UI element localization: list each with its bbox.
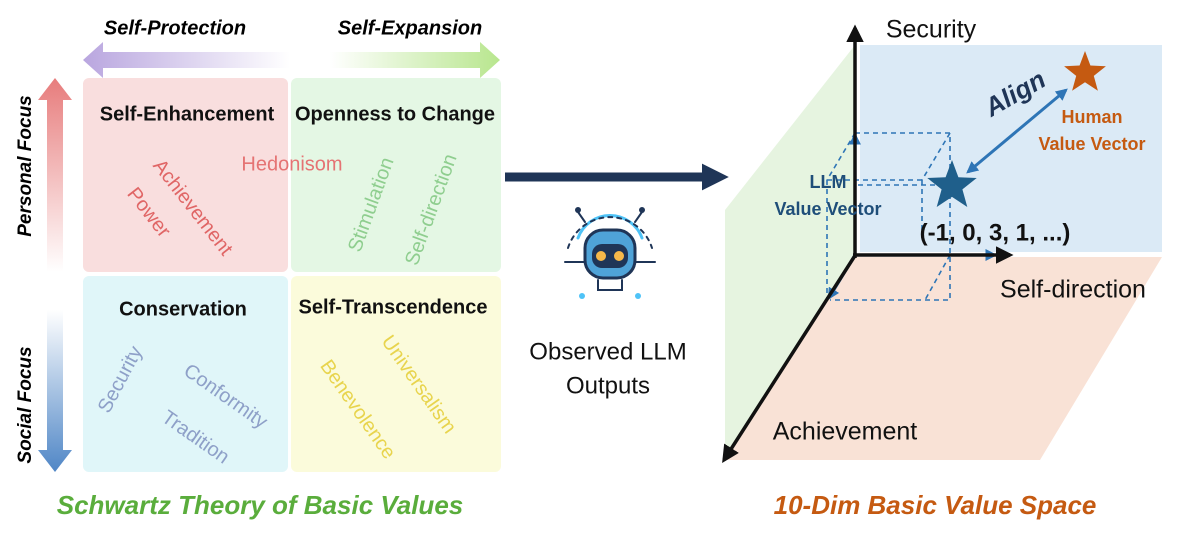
vector-label: Value Vector <box>774 199 881 219</box>
vector-label: Human <box>1061 107 1122 127</box>
value-label: Hedonisom <box>241 153 342 175</box>
axis-label: Achievement <box>773 418 918 446</box>
middle-label: Outputs <box>566 372 650 399</box>
arrow-label: Self-Expansion <box>338 17 482 39</box>
quadrant <box>291 276 501 472</box>
arrow <box>330 42 500 78</box>
plane <box>725 45 855 460</box>
arrow <box>38 78 72 272</box>
caption: Schwartz Theory of Basic Values <box>57 490 464 520</box>
axis-label: Self-direction <box>1000 276 1146 304</box>
quadrant <box>291 78 501 272</box>
arrow <box>38 310 72 472</box>
arrow-label: Personal Focus <box>15 95 36 237</box>
vector-star <box>1064 51 1106 91</box>
robot-icon <box>564 207 656 299</box>
vector-label: Value Vector <box>1038 134 1145 154</box>
align-arrow <box>966 88 1068 174</box>
plane <box>725 257 1162 460</box>
caption: 10-Dim Basic Value Space <box>774 490 1097 520</box>
vector-label: LLM <box>810 172 847 192</box>
axis <box>722 253 858 463</box>
quadrant <box>83 78 288 272</box>
vector-star <box>927 160 977 207</box>
middle-label: Observed LLM <box>529 338 686 365</box>
quadrant-title: Conservation <box>119 298 247 320</box>
quadrant-title: Self-Enhancement <box>100 103 275 125</box>
arrow <box>83 42 290 78</box>
arrow-label: Self-Protection <box>104 17 246 39</box>
quadrant-title: Openness to Change <box>295 103 495 125</box>
axis-label: Security <box>886 16 977 44</box>
arrow-label: Social Focus <box>15 346 36 463</box>
coordinates: (-1, 0, 3, 1, ...) <box>920 219 1071 246</box>
quadrant <box>83 276 288 472</box>
quadrant-title: Self-Transcendence <box>299 296 488 318</box>
